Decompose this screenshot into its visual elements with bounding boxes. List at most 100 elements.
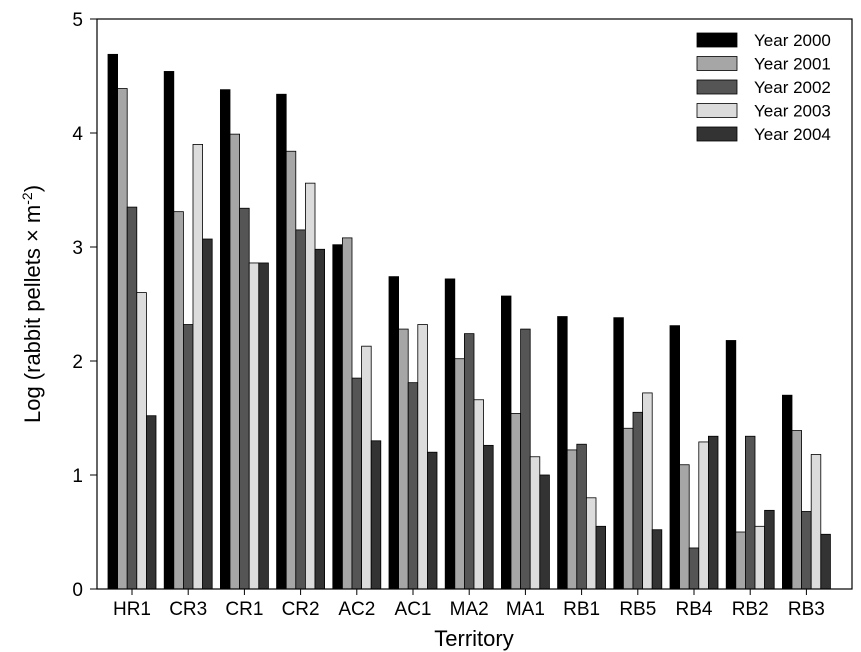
bar-rb5-series-2 <box>623 427 634 590</box>
x-tick-label-hr1: HR1 <box>113 599 151 620</box>
y-axis-title: Log (rabbit pellets × m-2) <box>19 185 45 423</box>
bar-rb3-series-2 <box>791 430 803 590</box>
bar-ma1-series-5 <box>539 474 550 590</box>
axes-group <box>96 18 853 590</box>
bar-ac2-series-2 <box>341 237 353 590</box>
x-tick-label-rb4: RB4 <box>676 599 713 620</box>
y-tick-label-3: 3 <box>72 238 83 259</box>
bar-ma2-series-4 <box>473 399 485 590</box>
y-axis-ticks: 0 1 2 3 4 5 <box>72 10 97 601</box>
bar-ac2-series-4 <box>361 345 372 590</box>
bar-hr1-series-4 <box>136 292 147 590</box>
y-axis-title-sup: -2 <box>19 192 35 205</box>
bar-cr2-series-2 <box>285 150 297 590</box>
bar-ma1-series-2 <box>510 413 522 590</box>
legend-swatch-3 <box>696 79 738 95</box>
bar-ma1-series-4 <box>529 456 541 590</box>
legend-label-4: Year 2003 <box>754 102 831 121</box>
x-tick-label-cr1: CR1 <box>225 599 263 620</box>
bar-cr2-series-1 <box>276 93 287 590</box>
bar-hr1-series-2 <box>117 88 128 590</box>
legend-label-5: Year 2004 <box>754 125 831 144</box>
legend-swatch-1 <box>696 32 738 48</box>
bar-rb5-series-3 <box>632 411 644 590</box>
bar-rb3-series-5 <box>820 533 831 590</box>
bar-cr2-series-3 <box>295 229 306 590</box>
bar-ma2-series-2 <box>454 358 465 590</box>
x-tick-label-ma2: MA2 <box>450 599 489 620</box>
bar-ma1-series-3 <box>520 328 531 590</box>
bar-rb2-series-3 <box>745 435 756 590</box>
y-tick-label-1: 1 <box>72 466 83 487</box>
bar-ac2-series-3 <box>351 377 363 590</box>
x-tick-label-rb5: RB5 <box>619 599 656 620</box>
bar-ac1-series-4 <box>417 324 428 590</box>
bar-hr1-series-5 <box>145 415 157 590</box>
bar-cr2-series-5 <box>314 248 326 590</box>
bar-ac2-series-5 <box>370 440 382 590</box>
plot-frame <box>96 18 853 590</box>
bar-cr1-series-2 <box>229 133 241 590</box>
x-axis-ticks: HR1 CR3 CR1 CR2 AC2 AC1 MA2 MA1 RB1 RB5 RB4 RB2 RB3 <box>113 589 825 620</box>
bar-rb4-series-3 <box>688 547 700 590</box>
legend-label-1: Year 2000 <box>754 31 831 50</box>
x-tick-label-ac1: AC1 <box>395 599 432 620</box>
bar-rb2-series-1 <box>725 340 737 590</box>
bar-rb2-series-4 <box>754 525 766 590</box>
bar-rb5-series-1 <box>613 317 624 590</box>
bar-rb3-series-4 <box>810 454 822 590</box>
x-tick-label-cr3: CR3 <box>169 599 207 620</box>
bar-hr1-series-3 <box>126 206 138 590</box>
legend-label-2: Year 2001 <box>754 55 831 74</box>
y-axis-title-close: ) <box>20 185 45 192</box>
bar-ma1-series-1 <box>500 295 512 590</box>
bar-cr1-series-5 <box>258 262 269 590</box>
bar-cr3-series-2 <box>173 211 184 590</box>
x-tick-label-rb3: RB3 <box>788 599 825 620</box>
bar-cr2-series-4 <box>304 182 316 590</box>
x-tick-label-cr2: CR2 <box>282 599 320 620</box>
bar-rb5-series-5 <box>651 529 663 590</box>
x-tick-label-rb1: RB1 <box>563 599 600 620</box>
bar-ac1-series-5 <box>426 451 438 590</box>
bar-ma2-series-5 <box>483 444 494 590</box>
y-tick-label-2: 2 <box>72 352 83 373</box>
y-axis-title-main: Log (rabbit pellets × m <box>20 205 45 423</box>
bar-rb1-series-5 <box>595 525 607 590</box>
bar-cr1-series-4 <box>248 262 260 590</box>
bar-rb4-series-5 <box>708 435 719 590</box>
bar-rb2-series-5 <box>764 509 775 590</box>
legend-swatch-4 <box>696 103 738 118</box>
bar-cr3-series-3 <box>182 324 194 590</box>
bar-ma2-series-3 <box>463 333 475 590</box>
bar-ac2-series-1 <box>332 244 343 590</box>
bars-group <box>107 53 831 590</box>
legend-label-3: Year 2002 <box>754 78 831 97</box>
bar-rb1-series-4 <box>586 497 597 590</box>
legend: Year 2000 Year 2001 Year 2002 Year 2003 Year… <box>696 31 831 144</box>
bar-ma2-series-1 <box>444 278 456 590</box>
bar-cr3-series-5 <box>202 238 213 590</box>
bar-ac1-series-2 <box>398 328 409 590</box>
bar-ac1-series-3 <box>407 382 419 590</box>
y-tick-label-4: 4 <box>72 124 83 145</box>
bar-rb4-series-4 <box>698 441 709 590</box>
x-tick-label-ma1: MA1 <box>506 599 545 620</box>
x-tick-label-rb2: RB2 <box>732 599 769 620</box>
bar-ac1-series-1 <box>388 276 400 590</box>
bar-cr1-series-3 <box>239 207 250 590</box>
bar-cr3-series-4 <box>192 143 204 590</box>
bar-cr3-series-1 <box>163 71 175 590</box>
y-tick-label-5: 5 <box>72 10 83 31</box>
y-tick-label-0: 0 <box>72 580 83 601</box>
bar-rb1-series-1 <box>557 316 568 590</box>
bar-rb4-series-2 <box>679 464 690 590</box>
legend-swatch-5 <box>696 126 738 142</box>
bar-cr1-series-1 <box>219 89 231 590</box>
x-tick-label-ac2: AC2 <box>338 599 375 620</box>
bar-rb1-series-2 <box>566 449 578 590</box>
bar-rb1-series-3 <box>576 443 587 590</box>
bar-rb4-series-1 <box>669 325 681 590</box>
x-axis-title: Territory <box>434 626 513 651</box>
